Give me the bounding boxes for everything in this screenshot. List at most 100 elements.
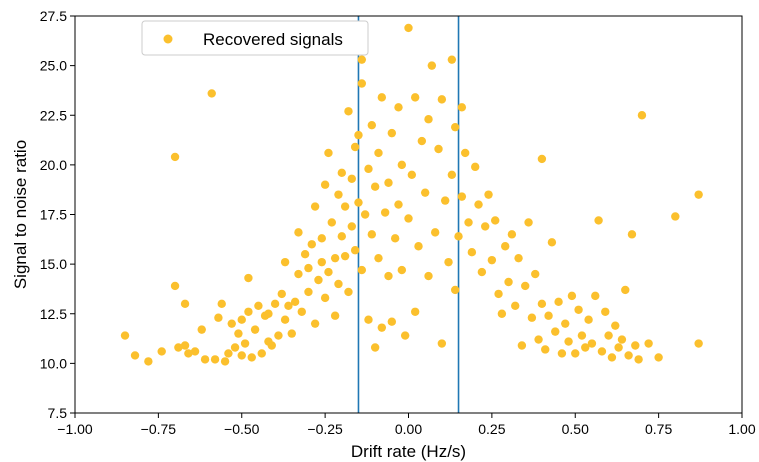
- data-point: [220, 357, 230, 366]
- data-point: [427, 61, 437, 70]
- data-point: [347, 174, 357, 183]
- data-point: [471, 162, 480, 172]
- data-point: [357, 265, 367, 275]
- data-point: [357, 79, 367, 88]
- data-point: [424, 271, 433, 281]
- data-point: [484, 190, 493, 199]
- data-point: [354, 130, 363, 140]
- data-point: [387, 317, 397, 326]
- data-point: [170, 281, 180, 291]
- x-tick-label: 0.25: [478, 421, 505, 437]
- data-point: [567, 291, 577, 301]
- data-point: [517, 341, 527, 350]
- data-point: [237, 351, 246, 360]
- data-point: [217, 299, 226, 309]
- data-point: [244, 273, 253, 283]
- data-point: [360, 210, 370, 219]
- y-tick-label: 15.0: [40, 256, 67, 272]
- data-point: [410, 93, 420, 102]
- data-point: [397, 160, 407, 170]
- data-point: [544, 311, 553, 320]
- legend-box: [141, 20, 369, 56]
- data-point: [264, 309, 273, 318]
- data-point: [450, 122, 460, 132]
- data-point: [330, 311, 340, 320]
- data-point: [390, 234, 400, 243]
- x-tick-label: 0.75: [645, 421, 672, 437]
- data-point: [190, 347, 200, 356]
- data-point: [537, 154, 547, 164]
- data-point: [297, 307, 306, 316]
- data-point: [174, 343, 183, 352]
- data-point: [210, 355, 220, 364]
- data-point: [464, 218, 473, 227]
- data-points: [120, 23, 703, 366]
- data-point: [214, 313, 223, 322]
- y-axis-label: Signal to noise ratio: [11, 140, 30, 289]
- data-point: [224, 349, 233, 358]
- data-point: [344, 287, 353, 297]
- data-point: [344, 107, 353, 116]
- data-point: [334, 279, 343, 289]
- y-tick-label: 22.5: [40, 107, 67, 123]
- data-point: [394, 200, 403, 209]
- data-point: [280, 315, 290, 324]
- data-point: [347, 222, 357, 231]
- data-point: [437, 339, 447, 348]
- data-point: [170, 152, 180, 162]
- data-point: [310, 319, 320, 328]
- data-point: [577, 331, 587, 340]
- data-point: [537, 299, 547, 309]
- data-point: [357, 55, 367, 64]
- data-point: [320, 293, 330, 303]
- data-point: [350, 246, 360, 255]
- data-point: [270, 299, 280, 309]
- data-point: [454, 232, 463, 241]
- data-point: [547, 238, 557, 247]
- data-point: [337, 232, 346, 241]
- data-point: [617, 335, 627, 344]
- x-axis-label: Drift rate (Hz/s): [351, 442, 466, 461]
- data-point: [551, 327, 560, 336]
- data-point: [310, 202, 320, 211]
- data-point: [511, 301, 520, 311]
- data-point: [437, 95, 447, 104]
- data-point: [354, 198, 363, 207]
- data-point: [340, 202, 350, 211]
- data-point: [337, 168, 346, 178]
- data-point: [377, 93, 387, 102]
- data-point: [237, 315, 246, 324]
- data-point: [364, 315, 373, 324]
- data-point: [494, 289, 503, 299]
- data-point: [120, 331, 130, 340]
- data-point: [180, 341, 190, 350]
- data-point: [450, 285, 460, 295]
- data-point: [434, 144, 443, 154]
- data-point: [184, 349, 193, 358]
- data-point: [284, 301, 293, 311]
- data-point: [404, 23, 413, 33]
- data-point: [364, 164, 373, 174]
- data-point: [414, 242, 423, 251]
- data-point: [557, 349, 567, 358]
- data-point: [287, 329, 296, 338]
- data-point: [314, 275, 323, 285]
- data-point: [294, 269, 303, 279]
- data-point: [280, 257, 290, 267]
- data-point: [267, 341, 276, 350]
- data-point: [694, 339, 703, 348]
- data-point: [440, 196, 450, 205]
- data-point: [584, 315, 593, 324]
- data-point: [604, 331, 613, 340]
- data-point: [457, 192, 467, 201]
- data-point: [477, 267, 487, 277]
- data-point: [317, 234, 326, 243]
- y-tick-label: 12.5: [40, 306, 67, 322]
- data-point: [277, 289, 286, 299]
- data-point: [180, 299, 190, 309]
- data-point: [370, 182, 380, 191]
- data-point: [304, 287, 313, 297]
- data-point: [457, 103, 467, 112]
- data-point: [444, 257, 453, 267]
- data-point: [234, 329, 243, 338]
